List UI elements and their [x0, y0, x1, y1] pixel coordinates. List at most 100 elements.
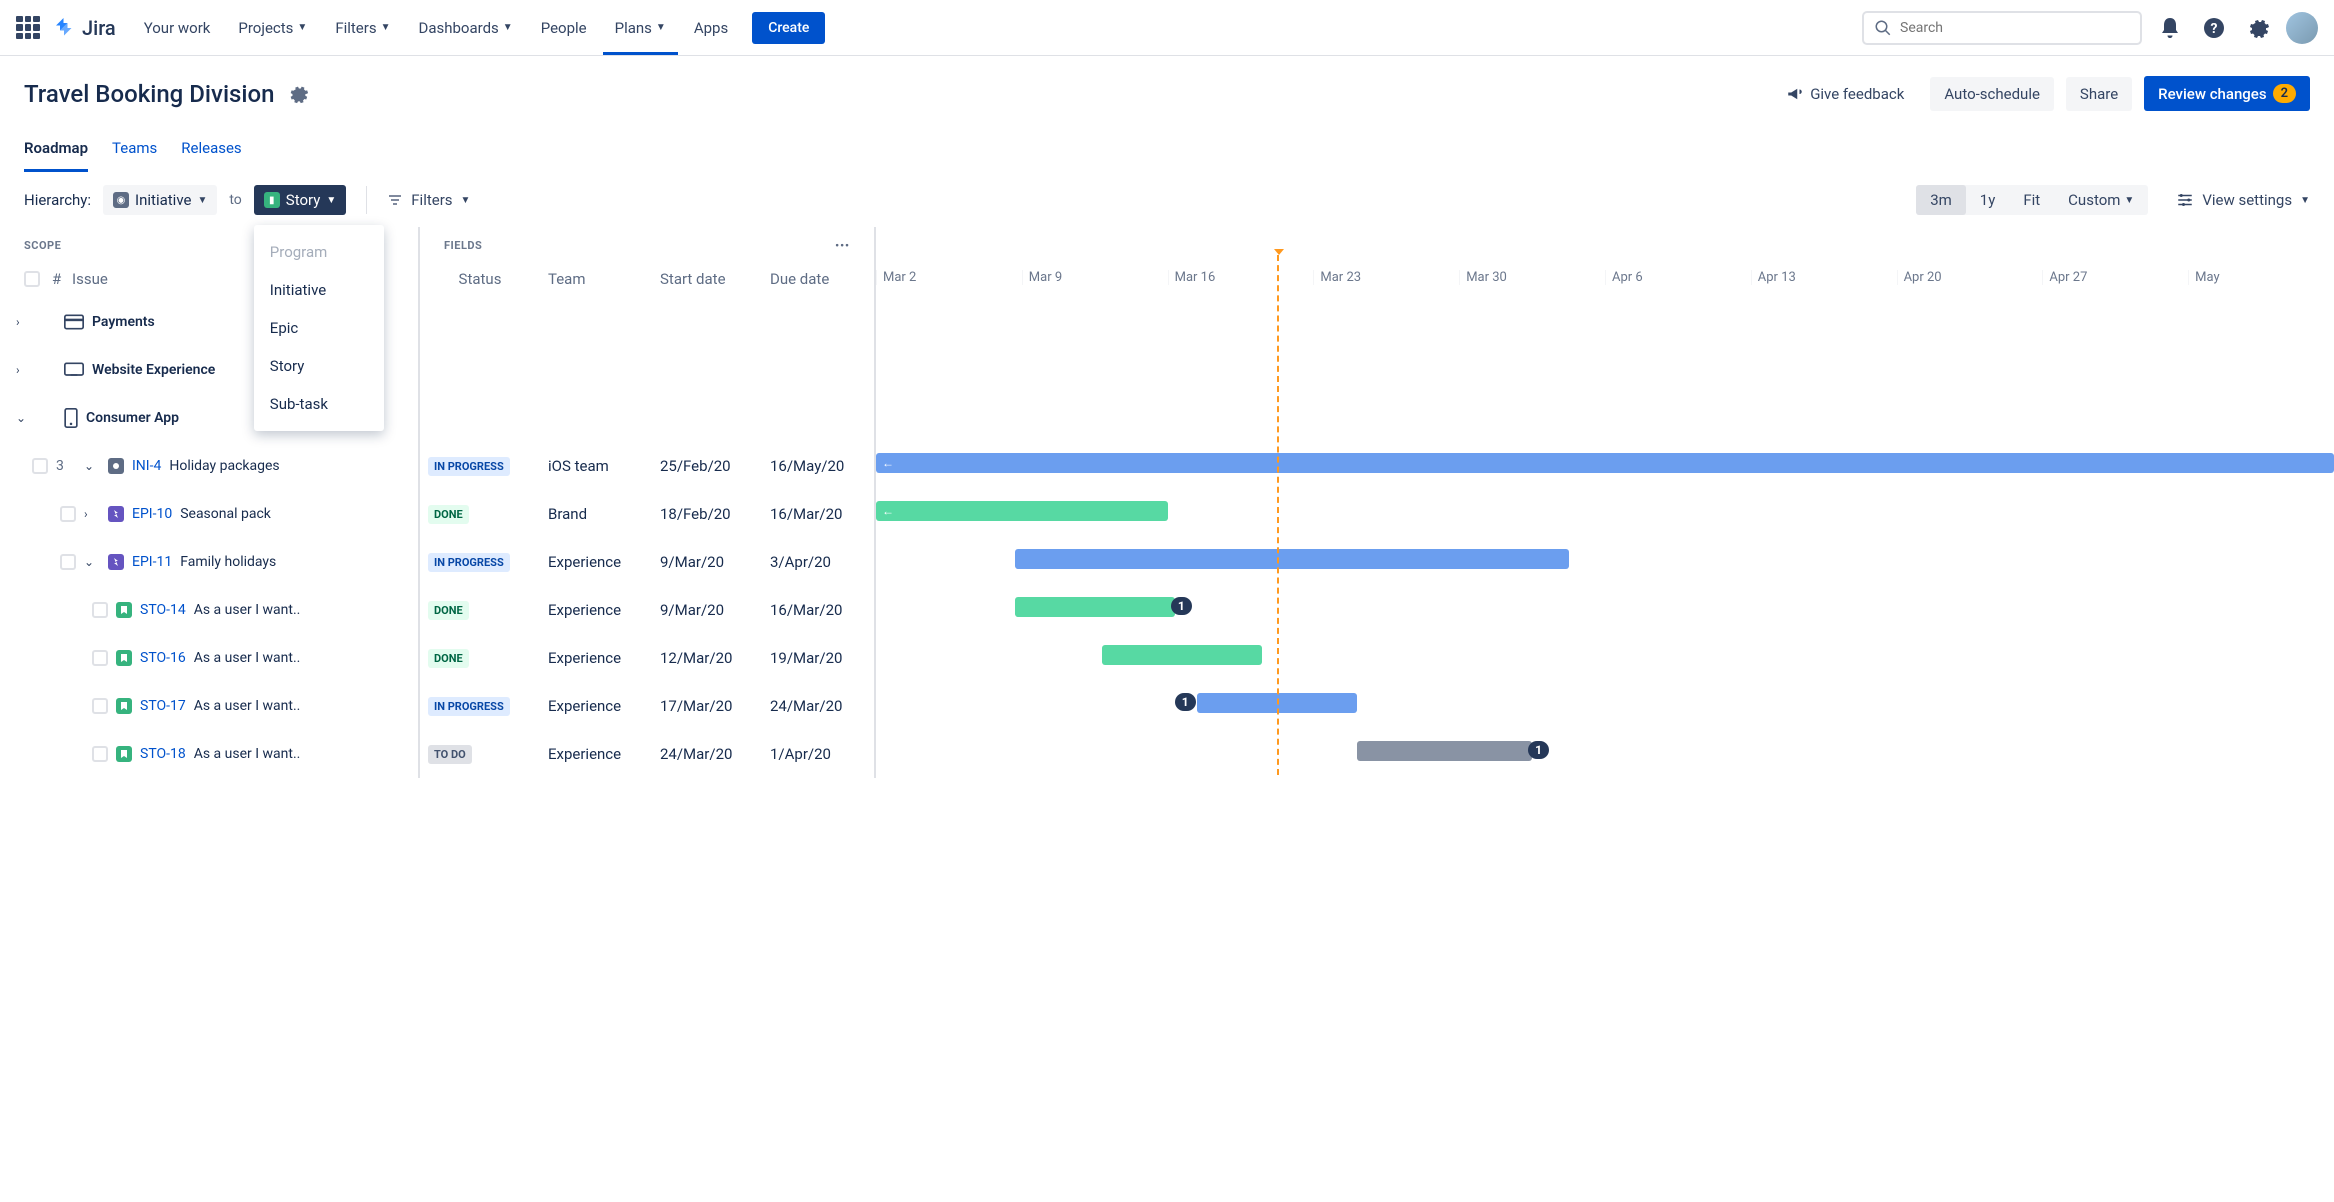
issue-title[interactable]: As a user I want.. [194, 746, 301, 762]
row-checkbox[interactable] [92, 698, 108, 714]
settings-gear-icon[interactable] [287, 83, 309, 105]
chevron-down-icon: ▼ [656, 22, 666, 33]
dropdown-item-subtask[interactable]: Sub-task [254, 385, 384, 423]
dependency-badge[interactable]: 1 [1528, 741, 1549, 759]
status-pill[interactable]: IN PROGRESS [428, 697, 510, 716]
issue-title[interactable]: As a user I want.. [194, 650, 301, 666]
nav-people[interactable]: People [529, 11, 599, 45]
logo-text: Jira [82, 16, 116, 40]
gantt-bar[interactable] [1102, 645, 1262, 665]
group-title[interactable]: Consumer App [86, 410, 179, 426]
issue-key[interactable]: INI-4 [132, 458, 161, 474]
dropdown-item-story[interactable]: Story [254, 347, 384, 385]
epic-icon [108, 506, 124, 522]
gantt-bar[interactable] [1015, 549, 1569, 569]
story-icon: ▮ [264, 192, 280, 208]
nav-filters[interactable]: Filters▼ [323, 11, 402, 45]
issue-key[interactable]: STO-14 [140, 602, 186, 618]
issue-title[interactable]: Family holidays [180, 554, 276, 570]
share-button[interactable]: Share [2066, 77, 2132, 111]
gantt-bar[interactable] [1357, 741, 1532, 761]
timeline-date: May [2188, 270, 2334, 285]
divider [366, 186, 367, 214]
status-pill[interactable]: IN PROGRESS [428, 457, 510, 476]
nav-plans[interactable]: Plans▼ [603, 1, 678, 55]
zoom-3m[interactable]: 3m [1916, 185, 1966, 215]
team-cell: Experience [540, 735, 660, 773]
settings-icon[interactable] [2242, 12, 2274, 44]
expand-toggle[interactable]: › [16, 315, 32, 329]
jira-logo[interactable]: Jira [52, 16, 116, 40]
filters-button[interactable]: Filters ▼ [387, 191, 470, 209]
nav-dashboards[interactable]: Dashboards▼ [407, 11, 525, 45]
tab-roadmap[interactable]: Roadmap [24, 131, 88, 172]
issue-key[interactable]: STO-16 [140, 650, 186, 666]
expand-toggle[interactable]: › [16, 363, 32, 377]
chevron-down-icon: ▼ [297, 22, 307, 33]
row-checkbox[interactable] [92, 746, 108, 762]
nav-projects[interactable]: Projects▼ [226, 11, 319, 45]
row-checkbox[interactable] [92, 602, 108, 618]
expand-toggle[interactable]: ⌄ [84, 459, 100, 473]
hierarchy-to-select[interactable]: ▮ Story ▼ Program Initiative Epic Story … [254, 185, 346, 215]
row-checkbox[interactable] [60, 506, 76, 522]
review-changes-button[interactable]: Review changes 2 [2144, 76, 2310, 111]
user-avatar[interactable] [2286, 12, 2318, 44]
hierarchy-from-select[interactable]: ◉ Initiative ▼ [103, 185, 217, 215]
view-settings-button[interactable]: View settings ▼ [2176, 191, 2310, 209]
status-pill[interactable]: TO DO [428, 745, 472, 764]
search-field[interactable] [1900, 20, 2130, 36]
row-checkbox[interactable] [92, 650, 108, 666]
zoom-fit[interactable]: Fit [2009, 185, 2054, 215]
row-checkbox[interactable] [32, 458, 48, 474]
more-icon[interactable]: ••• [835, 239, 850, 252]
team-cell: Brand [540, 495, 660, 533]
create-button[interactable]: Create [752, 12, 825, 44]
issue-key[interactable]: STO-18 [140, 746, 186, 762]
team-cell: Experience [540, 687, 660, 725]
group-title[interactable]: Payments [92, 314, 155, 330]
zoom-1y[interactable]: 1y [1966, 185, 2010, 215]
tab-teams[interactable]: Teams [112, 131, 157, 172]
issue-title[interactable]: As a user I want.. [194, 602, 301, 618]
tab-releases[interactable]: Releases [181, 131, 241, 172]
group-title[interactable]: Website Experience [92, 362, 215, 378]
dependency-badge[interactable]: 1 [1171, 597, 1192, 615]
expand-toggle[interactable]: ⌄ [84, 555, 100, 569]
nav-your-work[interactable]: Your work [132, 11, 223, 45]
gantt-bar[interactable]: ← [876, 501, 1168, 521]
help-icon[interactable]: ? [2198, 12, 2230, 44]
expand-toggle[interactable]: ⌄ [16, 411, 32, 425]
issue-key[interactable]: EPI-11 [132, 554, 172, 570]
status-pill[interactable]: DONE [428, 649, 469, 668]
status-pill[interactable]: DONE [428, 505, 469, 524]
zoom-custom[interactable]: Custom ▼ [2054, 185, 2148, 215]
start-cell: 9/Mar/20 [660, 543, 770, 581]
search-input[interactable] [1862, 11, 2142, 45]
gantt-bar[interactable]: ← [876, 453, 2334, 473]
row-checkbox[interactable] [60, 554, 76, 570]
issue-key[interactable]: EPI-10 [132, 506, 172, 522]
issue-title[interactable]: Seasonal pack [180, 506, 271, 522]
timeline-date: Apr 6 [1605, 270, 1751, 285]
auto-schedule-button[interactable]: Auto-schedule [1930, 77, 2054, 111]
app-switcher-icon[interactable] [16, 16, 40, 40]
status-pill[interactable]: DONE [428, 601, 469, 620]
arrow-left-icon: ← [882, 504, 894, 518]
issue-title[interactable]: Holiday packages [169, 458, 279, 474]
nav-apps[interactable]: Apps [682, 11, 740, 45]
dependency-badge[interactable]: 1 [1175, 693, 1196, 711]
start-cell: 12/Mar/20 [660, 639, 770, 677]
issue-key[interactable]: STO-17 [140, 698, 186, 714]
issue-title[interactable]: As a user I want.. [194, 698, 301, 714]
select-all-checkbox[interactable] [24, 271, 40, 287]
dropdown-item-epic[interactable]: Epic [254, 309, 384, 347]
notifications-icon[interactable] [2154, 12, 2186, 44]
status-pill[interactable]: IN PROGRESS [428, 553, 510, 572]
num-header: # [52, 270, 72, 288]
feedback-button[interactable]: Give feedback [1772, 77, 1918, 111]
gantt-bar[interactable] [1015, 597, 1175, 617]
expand-toggle[interactable]: › [84, 507, 100, 521]
chevron-down-icon: ▼ [461, 195, 471, 206]
dropdown-item-initiative[interactable]: Initiative [254, 271, 384, 309]
